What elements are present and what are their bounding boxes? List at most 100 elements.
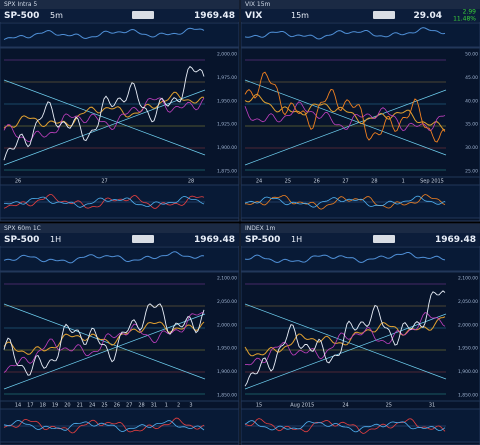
interval: 1H [291, 235, 302, 244]
signal-line [244, 195, 446, 208]
indicator-strip [0, 246, 240, 272]
trend-line [244, 313, 447, 390]
x-axis-label: 28 [188, 179, 194, 185]
symbol: SP-500 [245, 235, 280, 245]
main-chart [240, 47, 480, 178]
x-axis-label: 17 [27, 403, 33, 409]
x-axis-label: 1 [402, 179, 405, 185]
x-axis-label: 26 [114, 403, 120, 409]
signal-line [244, 420, 446, 433]
price: 1969.48 [194, 235, 235, 245]
change-pct: 11.48% [453, 16, 476, 23]
moving-average [244, 93, 446, 131]
y-axis-label: 1,975.00 [217, 75, 237, 81]
y-axis-label: 30.00 [465, 145, 478, 151]
x-axis-label: 25 [101, 403, 107, 409]
x-axis-label: 3 [189, 403, 192, 409]
trend-line [3, 303, 206, 380]
x-axis-label: 21 [77, 403, 83, 409]
y-axis-label: 2,000.00 [217, 52, 237, 58]
x-axis-label: 26 [15, 179, 21, 185]
x-axis-label: 27 [126, 403, 132, 409]
moving-average [244, 312, 446, 366]
x-axis-label: 25 [285, 179, 291, 185]
price-line [244, 290, 446, 387]
price: 1969.48 [194, 11, 235, 21]
y-axis-label: 2,000.00 [458, 322, 478, 328]
y-axis-label: 1,850.00 [217, 393, 237, 399]
x-axis-label: 27 [101, 179, 107, 185]
y-axis-label: 2,100.00 [217, 276, 237, 282]
x-axis-label: 1 [165, 403, 168, 409]
trend-line [3, 313, 206, 390]
real-time-button[interactable] [373, 11, 395, 19]
x-axis-label: 2 [177, 403, 180, 409]
chart-window: SPX 60m 1C SP-500 1H 1969.48 2,100.00 2,050.0… [0, 223, 240, 445]
y-axis-label: 2,050.00 [458, 299, 478, 305]
price-line [244, 71, 446, 143]
moving-average [3, 97, 205, 143]
symbol: SP-500 [4, 235, 39, 245]
y-axis-label: 1,950.00 [458, 346, 478, 352]
x-axis-label: 15 [256, 403, 262, 409]
y-axis-label: 2,050.00 [217, 299, 237, 305]
x-axis-label: 24 [342, 403, 348, 409]
symbol-bar [241, 233, 480, 246]
macd-line [244, 194, 446, 210]
chart-window: SPX Intra 5 SP-500 5m 1969.48 2,000.00 1,975.… [0, 0, 240, 222]
y-axis-label: 1,925.00 [217, 122, 237, 128]
y-axis-label: 1,875.00 [217, 169, 237, 175]
x-axis-label: 27 [342, 179, 348, 185]
x-axis-label: 20 [64, 403, 70, 409]
real-time-button[interactable] [373, 235, 395, 243]
symbol-bar [241, 9, 480, 22]
signal-line [3, 419, 205, 433]
x-axis-label: 28 [138, 403, 144, 409]
x-axis-label: Sep 2015 [420, 179, 444, 185]
window-title: SPX 60m 1C [4, 225, 41, 232]
indicator-strip [0, 22, 240, 48]
x-axis-label: 19 [52, 403, 58, 409]
macd-line [3, 193, 205, 209]
x-axis-label: 25 [386, 403, 392, 409]
y-axis-label: 1,850.00 [458, 393, 478, 399]
y-axis-label: 45.00 [465, 75, 478, 81]
price: 1969.48 [435, 235, 476, 245]
symbol-bar [0, 9, 239, 22]
y-axis-label: 1,900.00 [217, 145, 237, 151]
y-axis-label: 2,000.00 [217, 322, 237, 328]
y-axis-label: 40.00 [465, 98, 478, 104]
x-axis-label: 24 [256, 179, 262, 185]
real-time-button[interactable] [132, 11, 154, 19]
x-axis-label: 14 [15, 403, 21, 409]
indicator-strip [240, 408, 480, 443]
interval: 1H [50, 235, 61, 244]
y-axis-label: 2,100.00 [458, 276, 478, 282]
trend-line [3, 79, 206, 156]
indicator-line [3, 251, 205, 264]
indicator-strip [240, 22, 480, 48]
interval: 15m [291, 11, 309, 20]
y-axis-label: 1,950.00 [217, 98, 237, 104]
window-title: VIX 15m [245, 1, 271, 8]
indicator-strip [0, 408, 240, 443]
trend-line [244, 89, 447, 166]
change: 2.99 [463, 9, 477, 16]
macd-line [3, 417, 205, 434]
x-axis-label: Aug 2015 [290, 403, 314, 409]
interval: 5m [50, 11, 63, 20]
title-bar [0, 0, 239, 9]
x-axis-label: 31 [151, 403, 157, 409]
indicator-line [244, 27, 446, 40]
real-time-button[interactable] [132, 235, 154, 243]
indicator-line [3, 27, 205, 41]
x-axis-label: 28 [371, 179, 377, 185]
y-axis-label: 25.00 [465, 169, 478, 175]
window-title: INDEX 1m [245, 225, 276, 232]
indicator-strip [240, 246, 480, 272]
x-axis-label: 26 [313, 179, 319, 185]
price: 29.04 [414, 11, 442, 21]
main-chart [0, 47, 240, 178]
